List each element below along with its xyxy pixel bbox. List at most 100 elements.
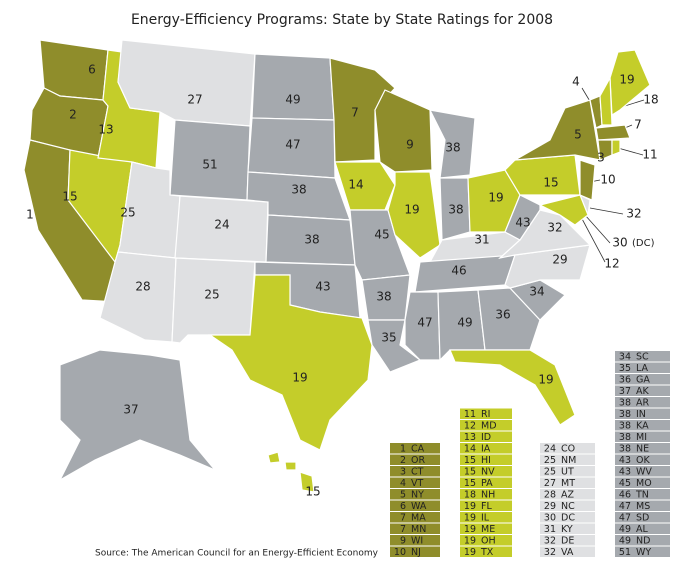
legend-rank: 3 — [400, 466, 406, 477]
state-rank: 47 — [417, 316, 432, 330]
state-rank: 18 — [643, 93, 658, 107]
legend-row — [540, 523, 595, 534]
state-rank: 31 — [474, 233, 489, 247]
legend-code: CA — [411, 443, 425, 454]
legend-row — [460, 466, 512, 477]
legend-code: ID — [481, 432, 491, 443]
legend-code: MD — [481, 420, 497, 431]
legend-code: FL — [481, 501, 492, 512]
legend-rank: 9 — [400, 535, 406, 546]
state — [374, 89, 433, 173]
legend-code: WI — [411, 535, 423, 546]
legend-row — [460, 523, 512, 534]
legend-rank: 38 — [619, 397, 631, 408]
legend-row — [615, 535, 670, 546]
legend-code: NY — [411, 489, 424, 500]
legend-row — [460, 546, 512, 557]
legend-code: IL — [481, 512, 490, 523]
state-rank: 29 — [552, 253, 567, 267]
state-rank: 12 — [604, 257, 619, 271]
state-rank: 49 — [285, 93, 300, 107]
state-rank: 27 — [187, 93, 202, 107]
legend-rank: 6 — [400, 501, 406, 512]
dc-note: (DC) — [632, 238, 655, 249]
state-rank: 15 — [62, 190, 77, 204]
legend-row — [460, 420, 512, 431]
state-rank: 24 — [214, 218, 229, 232]
legend-row — [390, 477, 440, 488]
state — [387, 171, 441, 259]
state-rank: 14 — [348, 178, 363, 192]
state — [504, 154, 581, 196]
legend-rank: 19 — [464, 547, 476, 558]
state — [299, 471, 315, 493]
legend-code: WY — [636, 547, 651, 558]
legend-code: LA — [636, 363, 649, 374]
legend-code: WA — [411, 501, 427, 512]
state-rank: 47 — [285, 138, 300, 152]
legend-row — [390, 546, 440, 557]
legend-code: ND — [636, 535, 650, 546]
legend-rank: 38 — [619, 443, 631, 454]
legend-code: NH — [481, 489, 495, 500]
state — [514, 99, 601, 161]
legend-code: IN — [636, 409, 646, 420]
legend-row — [540, 500, 595, 511]
legend-row — [615, 420, 670, 431]
state — [611, 139, 621, 156]
legend-row — [540, 477, 595, 488]
legend-row — [540, 512, 595, 523]
legend-rank: 19 — [464, 524, 476, 535]
state-rank: 30 — [612, 236, 627, 250]
legend-code: OK — [636, 455, 650, 466]
state-rank: 38 — [376, 290, 391, 304]
state-rank: 25 — [120, 206, 135, 220]
legend-row — [390, 454, 440, 465]
legend-row — [460, 431, 512, 442]
legend-rank: 32 — [544, 547, 556, 558]
legend-row — [390, 443, 440, 454]
state-rank: 2 — [69, 108, 77, 122]
legend-code: NC — [561, 501, 575, 512]
state-rank: 37 — [123, 403, 138, 417]
state — [267, 451, 281, 464]
legend-code: OH — [481, 535, 496, 546]
state-rank: 32 — [547, 221, 562, 235]
legend-row — [390, 500, 440, 511]
legend-code: UT — [561, 466, 574, 477]
state-rank: 19 — [619, 73, 634, 87]
legend-row — [615, 477, 670, 488]
legend-rank: 51 — [619, 547, 631, 558]
state — [504, 194, 541, 241]
legend-row — [615, 408, 670, 419]
legend-rank: 38 — [619, 432, 631, 443]
state-rank: 46 — [451, 264, 466, 278]
legend-row — [615, 397, 670, 408]
state-rank: 35 — [381, 331, 396, 345]
legend-row — [540, 454, 595, 465]
legend-row — [390, 535, 440, 546]
state-rank: 5 — [574, 128, 582, 142]
legend-rank: 24 — [544, 443, 556, 454]
legend-rank: 38 — [619, 409, 631, 420]
state-rank: 45 — [374, 228, 389, 242]
legend-code: NM — [561, 455, 576, 466]
legend-code: OR — [411, 455, 425, 466]
state-rank: 19 — [538, 373, 553, 387]
legend-row — [540, 466, 595, 477]
state-rank: 36 — [495, 308, 510, 322]
legend-row — [615, 500, 670, 511]
legend-code: TX — [480, 547, 494, 558]
legend-row — [390, 512, 440, 523]
legend-row — [460, 443, 512, 454]
legend-rank: 38 — [619, 420, 631, 431]
legend-row — [460, 512, 512, 523]
legend-row — [460, 454, 512, 465]
legend-code: IA — [481, 443, 491, 454]
legend-code: NJ — [411, 547, 421, 558]
legend-code: MS — [636, 501, 650, 512]
legend-code: CO — [561, 443, 575, 454]
legend-rank: 27 — [544, 478, 556, 489]
state — [58, 349, 216, 482]
legend-row — [615, 385, 670, 396]
